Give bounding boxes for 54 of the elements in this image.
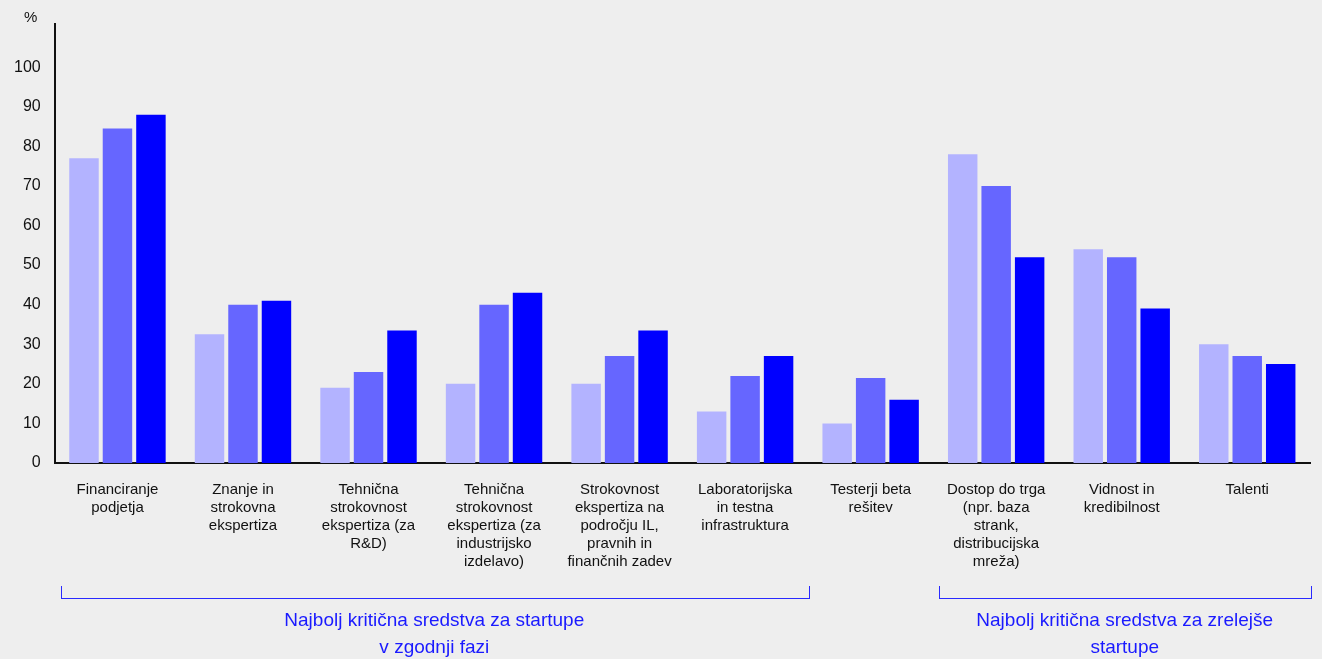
x-tick-label: Talenti (1225, 480, 1269, 498)
y-tick-label: 70 (22, 176, 41, 194)
bar (1073, 249, 1103, 463)
bar (387, 330, 417, 463)
x-tick-label: Strokovnost ekspertiza na področju IL, pravnih in finančnih zadev (567, 480, 673, 570)
x-tick-label: Vidnost in kredibilnost (1083, 480, 1161, 516)
y-tick-label: 30 (22, 334, 41, 352)
bar (320, 387, 350, 463)
bar (1140, 308, 1170, 463)
bar (604, 356, 635, 463)
y-tick-label: 80 (22, 136, 41, 154)
y-tick-label: 90 (22, 97, 41, 115)
x-tick-label: Financiranje podjetja (76, 480, 159, 516)
bar (353, 371, 384, 463)
bar (512, 292, 543, 463)
y-axis-title: % (24, 7, 38, 25)
bar (1265, 364, 1296, 463)
text: Najbolj kritična sredstva za zrelejše startupe (975, 608, 1275, 659)
x-tick-label: Znanje in strokovna ekspertiza (208, 480, 278, 534)
y-tick-label: 40 (22, 295, 41, 313)
y-tick-label: 60 (22, 215, 41, 233)
bar (1199, 344, 1229, 463)
bar (638, 330, 668, 463)
bar (194, 334, 225, 463)
bar (571, 383, 601, 463)
bar (947, 154, 978, 463)
y-tick-label: 10 (22, 413, 41, 431)
bar (1014, 257, 1045, 463)
bar (696, 411, 727, 463)
bar (855, 377, 886, 463)
bar (445, 383, 476, 463)
bar (136, 114, 166, 463)
x-tick-label: Tehnična strokovnost ekspertiza (za R&D) (321, 480, 416, 552)
bar (261, 300, 292, 463)
bar (981, 185, 1011, 463)
y-tick-label: 0 (31, 453, 41, 471)
bar (822, 423, 852, 463)
bar (1106, 257, 1137, 463)
bar (1232, 356, 1262, 463)
x-tick-label: Dostop do trga (npr. baza strank, distribucijska mreža) (946, 480, 1047, 570)
y-tick-label: 100 (13, 57, 41, 75)
y-tick-label: 20 (22, 374, 41, 392)
bar (228, 304, 258, 463)
x-tick-label: Testerji beta rešitev (830, 480, 912, 516)
text: Najbolj kritična sredstva za startupe v zgodnji fazi (284, 608, 585, 659)
bar (69, 158, 99, 463)
y-tick-label: 50 (22, 255, 41, 273)
x-tick-label: Laboratorijska in testna infrastruktura (698, 480, 793, 534)
x-tick-label: Tehnična strokovnost ekspertiza (za industrijsko izdelavo) (447, 480, 542, 570)
bar (102, 128, 133, 463)
bar (889, 399, 919, 463)
bar (479, 304, 509, 463)
bar (730, 375, 760, 463)
bar (763, 356, 794, 463)
